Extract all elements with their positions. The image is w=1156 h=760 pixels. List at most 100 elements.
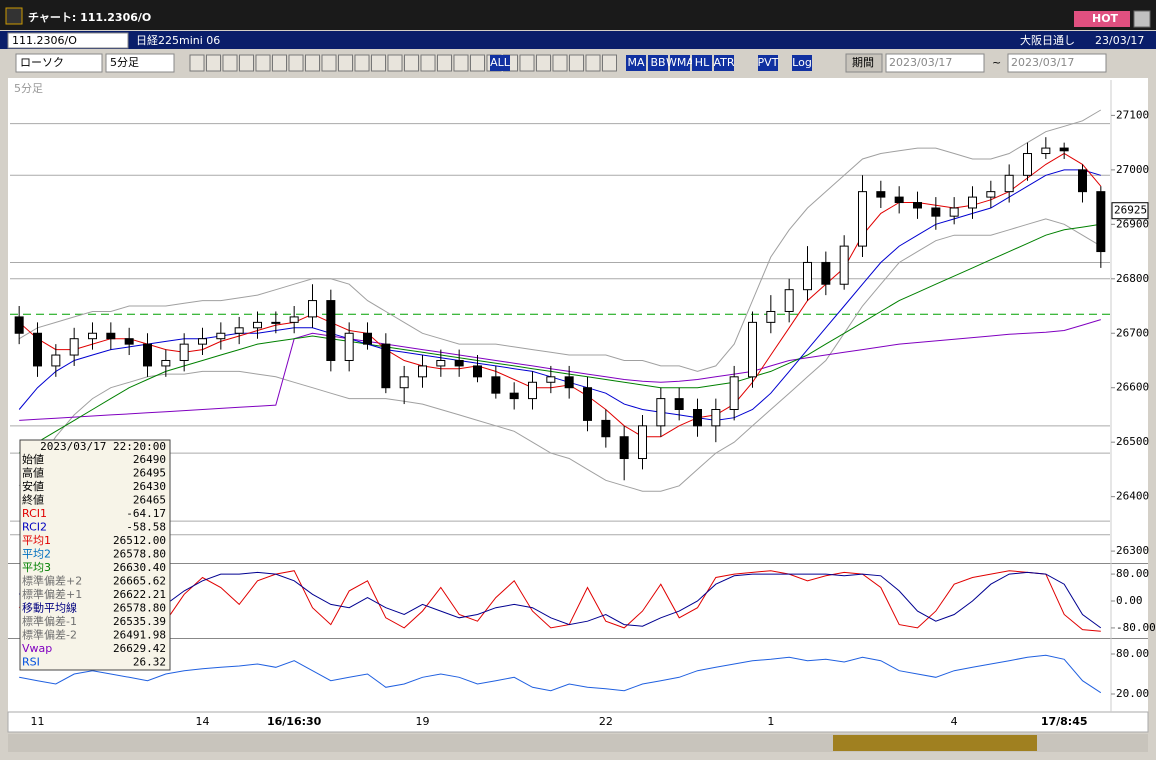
toolbar-icon[interactable] — [470, 54, 485, 72]
toolbar-label: WMA — [666, 56, 694, 69]
info-label: 平均3 — [22, 561, 51, 574]
symbol-input[interactable] — [7, 32, 129, 49]
hot-button[interactable] — [1074, 11, 1130, 27]
toolbar-icon[interactable] — [536, 54, 551, 72]
info-label: 移動平均線 — [22, 601, 77, 615]
symbol: 111.2306/O — [12, 34, 77, 47]
info-value: 26578.80 — [113, 548, 166, 561]
candle-body — [399, 376, 409, 389]
toolbar-label: PVT — [758, 56, 779, 69]
from-date-input[interactable] — [885, 53, 985, 73]
toolbar-icon[interactable] — [404, 54, 419, 72]
x-axis-strip — [7, 711, 1149, 733]
instrument: 日経225mini 06 — [136, 34, 220, 47]
y-tick-label: -80.00 — [1116, 621, 1156, 634]
info-label: Vwap — [22, 642, 52, 655]
candle-body — [913, 202, 922, 209]
toolbar-icon[interactable] — [189, 54, 205, 72]
close-button[interactable] — [1133, 10, 1151, 28]
x-tick-label: 19 — [416, 715, 430, 728]
candle-body — [253, 321, 262, 329]
candle-body — [234, 327, 244, 334]
toolbar-button[interactable] — [692, 55, 712, 71]
candle-body — [326, 300, 336, 361]
x-tick-label: 11 — [31, 715, 45, 728]
candle-body — [344, 332, 354, 361]
line-series — [18, 223, 1101, 454]
info-value: 26512.00 — [113, 534, 166, 547]
candle-body — [1023, 153, 1032, 176]
candle-body — [1041, 147, 1051, 155]
toolbar-icon[interactable] — [288, 54, 304, 72]
candle-body — [693, 409, 702, 427]
y-tick-label: 26600 — [1116, 381, 1149, 394]
toolbar-button[interactable] — [670, 55, 690, 71]
from-date: 2023/03/17 — [889, 56, 952, 69]
toolbar-label: MA — [627, 56, 644, 69]
toolbar-icon[interactable] — [272, 54, 287, 72]
info-box — [19, 439, 171, 671]
y-tick-label: 26500 — [1116, 435, 1149, 448]
info-label: 終値 — [22, 493, 44, 507]
toolbar-button[interactable] — [758, 55, 778, 71]
candle-body — [179, 343, 189, 361]
toolbar-button[interactable] — [626, 55, 646, 71]
period-button[interactable] — [845, 53, 883, 73]
y-tick-label: 26900 — [1116, 217, 1149, 230]
line-series — [19, 654, 1102, 694]
toolbar-button[interactable] — [490, 55, 510, 71]
y-tick-label: 80.00 — [1116, 647, 1149, 660]
candle-body — [51, 354, 61, 367]
candle-body — [271, 321, 281, 324]
toolbar-icon[interactable] — [338, 54, 353, 72]
toolbar-icon[interactable] — [321, 54, 337, 72]
info-value: 26.32 — [133, 656, 166, 669]
candle-body — [766, 310, 776, 323]
toolbar-icon[interactable] — [602, 54, 617, 72]
y-tick-label: 20.00 — [1116, 687, 1149, 700]
line-series — [18, 571, 1102, 629]
toolbar-icon[interactable] — [222, 54, 238, 72]
info-value: 26491.98 — [113, 629, 166, 642]
info-label: 標準偏差+1 — [22, 587, 82, 601]
chart-area — [8, 78, 1148, 712]
y-tick-label: 27100 — [1116, 108, 1149, 121]
info-header: 2023/03/17 22:20:00 — [40, 440, 166, 453]
scroll-thumb[interactable] — [833, 735, 1037, 751]
toolbar-icon[interactable] — [420, 54, 436, 72]
candle-body — [161, 359, 171, 367]
candle-body — [198, 338, 207, 345]
toolbar-icon[interactable] — [569, 54, 584, 72]
info-value: 26622.21 — [113, 588, 166, 601]
candle-body — [803, 261, 812, 291]
y-tick-label: 26800 — [1116, 272, 1149, 285]
candle-body — [1004, 174, 1014, 193]
toolbar-icon[interactable] — [387, 54, 403, 72]
info-value: 26465 — [133, 494, 166, 507]
toolbar-button[interactable] — [714, 55, 734, 71]
candle-body — [436, 359, 446, 367]
toolbar-button[interactable] — [648, 55, 668, 71]
style-select[interactable] — [15, 53, 103, 73]
toolbar-icon[interactable] — [354, 54, 370, 72]
toolbar-button[interactable] — [792, 55, 812, 71]
line-series — [19, 319, 1101, 421]
toolbar-icon[interactable] — [552, 54, 568, 72]
toolbar-icon[interactable] — [585, 54, 601, 72]
toolbar-icon[interactable] — [255, 54, 271, 72]
toolbar-icon[interactable] — [437, 54, 452, 72]
toolbar-icon[interactable] — [453, 54, 469, 72]
toolbar-icon[interactable] — [206, 54, 221, 72]
toolbar-icon[interactable] — [239, 54, 254, 72]
interval: 5分足 — [110, 56, 139, 69]
toolbar-icon[interactable] — [371, 54, 386, 72]
candle-body — [216, 332, 226, 340]
candle-body — [748, 321, 757, 378]
candle-body — [528, 381, 537, 400]
to-date-input[interactable] — [1007, 53, 1107, 73]
toolbar-icon[interactable] — [519, 54, 535, 72]
toolbar-icon[interactable] — [305, 54, 320, 72]
session-date: 23/03/17 — [1095, 34, 1144, 47]
interval-select[interactable] — [105, 53, 175, 73]
